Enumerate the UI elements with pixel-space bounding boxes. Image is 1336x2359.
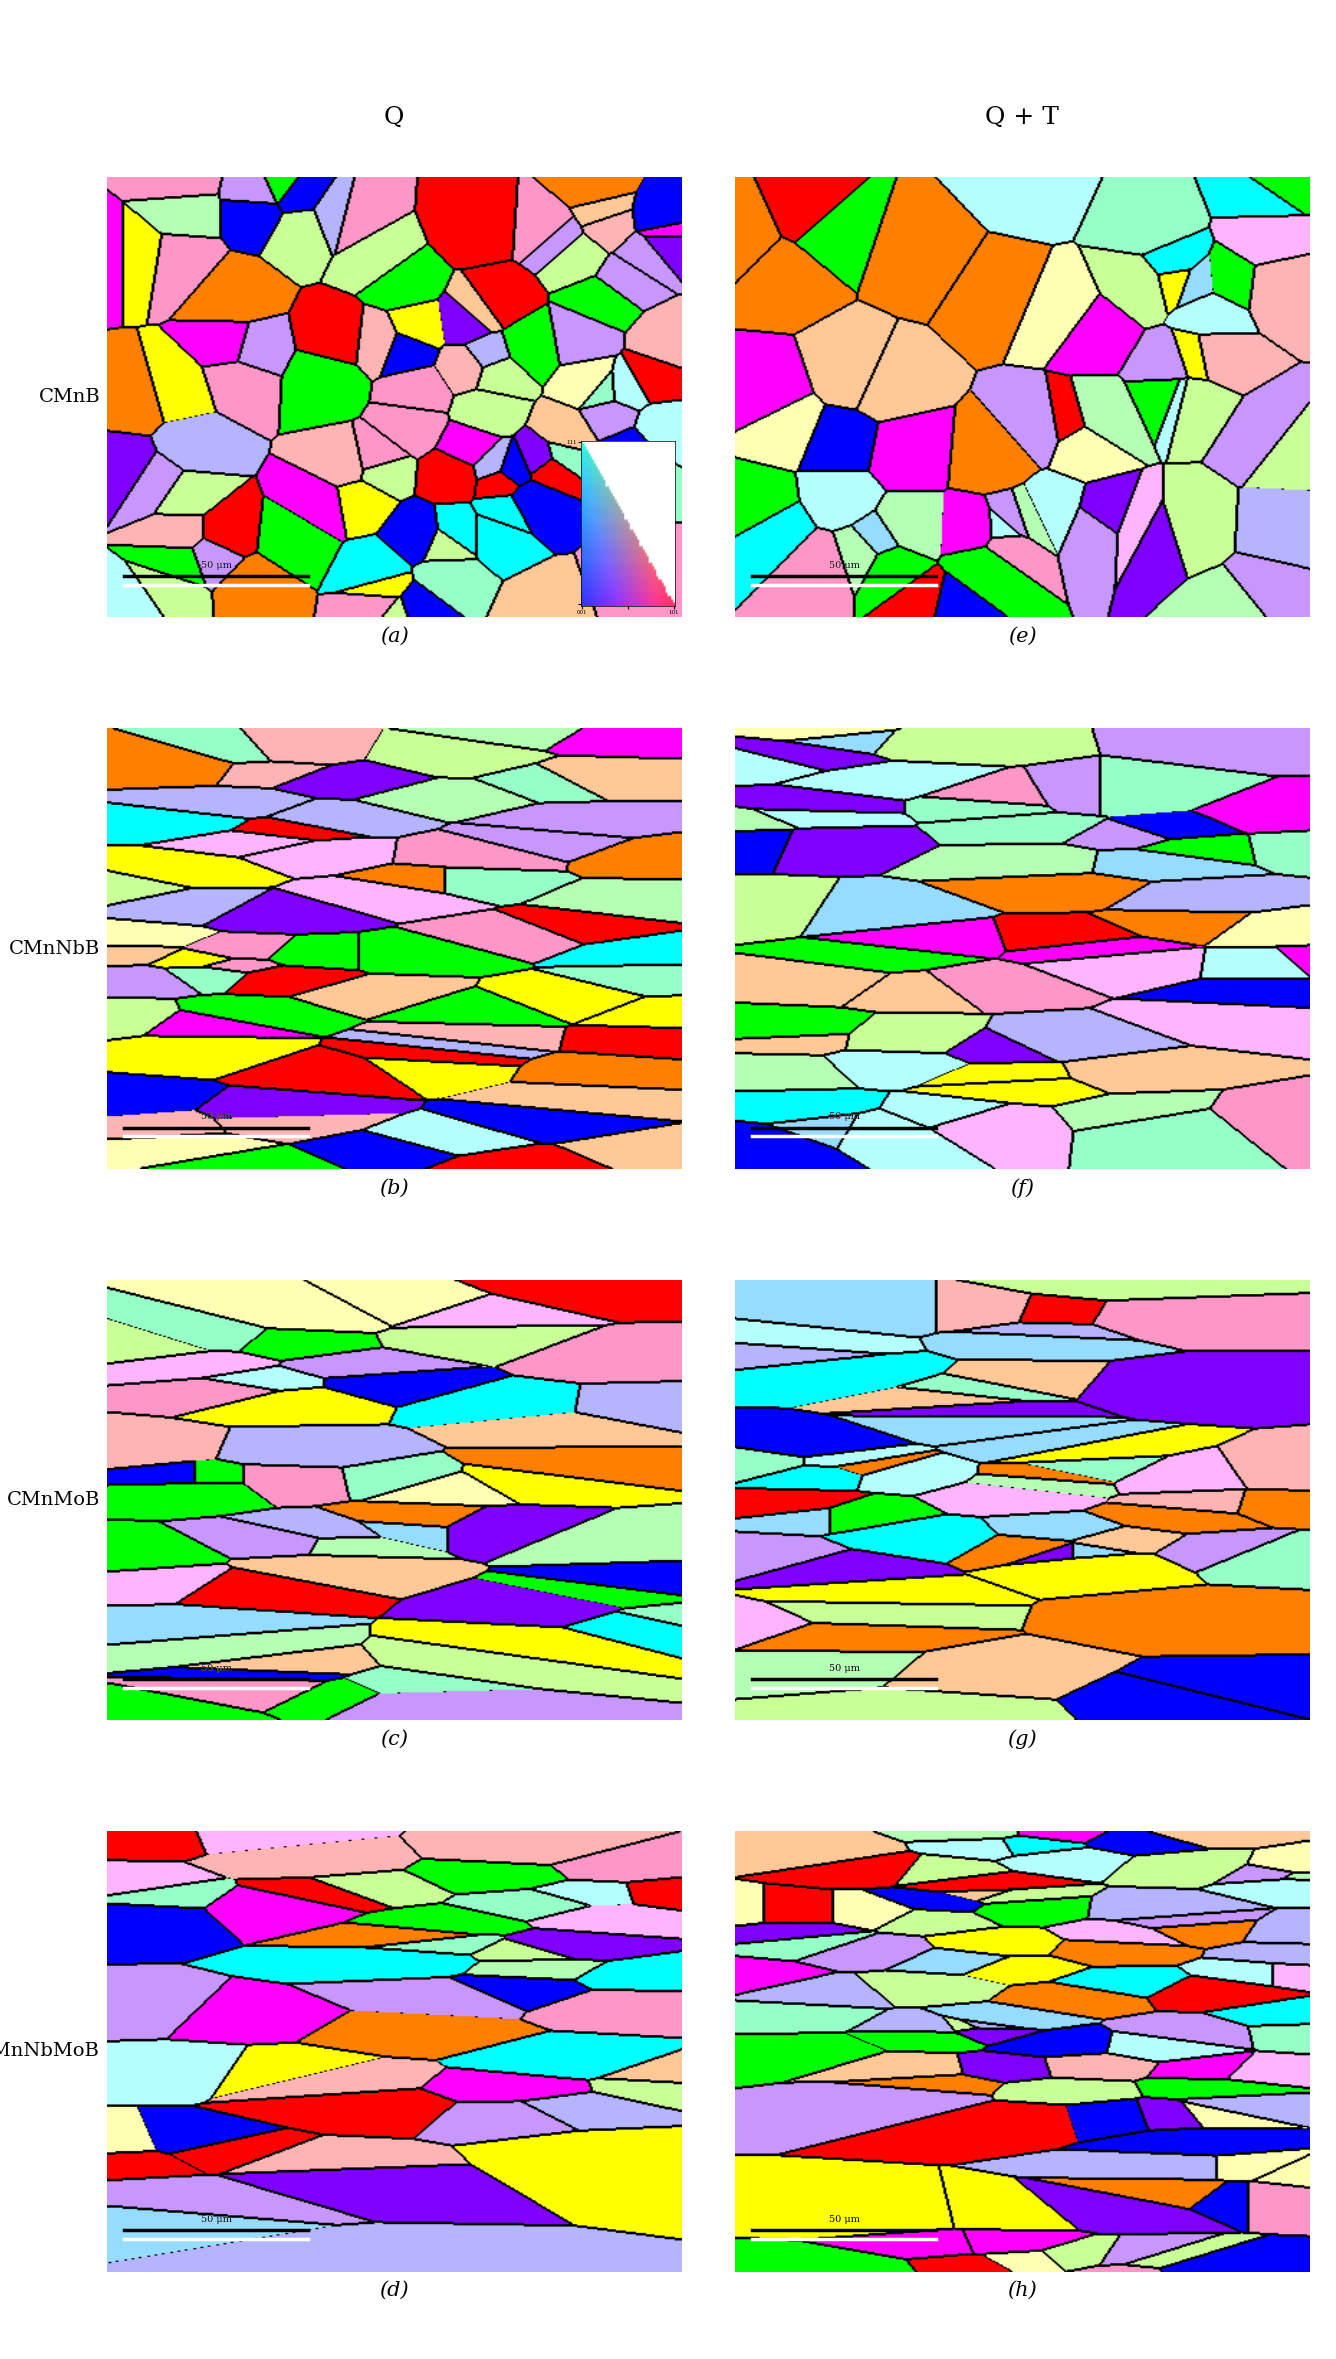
Text: (e): (e) [1007,627,1037,646]
Text: 50 μm: 50 μm [202,2215,232,2225]
Text: CMnNbB: CMnNbB [9,939,100,958]
Text: CMnB: CMnB [39,389,100,406]
Text: (c): (c) [381,1729,407,1748]
Text: 50 μm: 50 μm [830,2215,860,2225]
Text: 50 μm: 50 μm [830,1111,860,1121]
Text: 50 μm: 50 μm [202,1111,232,1121]
Text: 50 μm: 50 μm [830,1663,860,1673]
Text: CMnNbMoB: CMnNbMoB [0,2043,100,2059]
Text: 50 μm: 50 μm [830,561,860,571]
Text: 50 μm: 50 μm [202,561,232,571]
Text: 50 μm: 50 μm [830,1111,860,1121]
Text: 50 μm: 50 μm [830,2215,860,2225]
Text: 50 μm: 50 μm [202,1111,232,1121]
Text: (h): (h) [1007,2281,1037,2300]
Text: (d): (d) [379,2281,409,2300]
Text: CMnMoB: CMnMoB [7,1491,100,1510]
Text: 50 μm: 50 μm [202,1663,232,1673]
Text: 50 μm: 50 μm [830,1663,860,1673]
Text: Q + T: Q + T [985,106,1059,130]
Text: 50 μm: 50 μm [202,1663,232,1673]
Text: (a): (a) [379,627,409,646]
Text: (b): (b) [379,1180,409,1198]
Text: Q: Q [383,106,405,130]
Text: 50 μm: 50 μm [202,561,232,571]
Text: (f): (f) [1010,1180,1034,1198]
Text: 50 μm: 50 μm [202,2215,232,2225]
Text: (g): (g) [1007,1729,1037,1750]
Text: 50 μm: 50 μm [830,561,860,571]
